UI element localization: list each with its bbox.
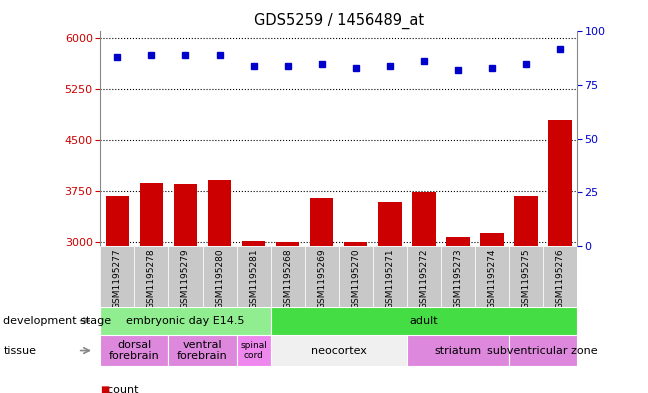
Bar — [207, 180, 231, 246]
Bar — [174, 184, 198, 246]
Text: ventral
forebrain: ventral forebrain — [177, 340, 228, 361]
Text: GSM1195274: GSM1195274 — [487, 249, 496, 309]
Bar — [271, 246, 305, 307]
Text: GSM1195273: GSM1195273 — [453, 249, 462, 309]
Bar — [474, 246, 509, 307]
Bar — [548, 120, 572, 246]
Bar — [237, 335, 271, 366]
Bar — [202, 246, 237, 307]
Bar — [441, 246, 474, 307]
Text: GSM1195279: GSM1195279 — [181, 249, 190, 309]
Bar — [237, 246, 271, 307]
Text: GSM1195268: GSM1195268 — [283, 249, 292, 309]
Bar — [543, 246, 577, 307]
Text: adult: adult — [410, 316, 438, 326]
Text: GSM1195269: GSM1195269 — [317, 249, 326, 309]
Text: GSM1195270: GSM1195270 — [351, 249, 360, 309]
Bar — [139, 183, 163, 246]
Text: GSM1195281: GSM1195281 — [249, 249, 258, 309]
Text: GSM1195271: GSM1195271 — [385, 249, 394, 309]
Bar — [514, 196, 538, 246]
Bar — [509, 246, 543, 307]
Text: GSM1195272: GSM1195272 — [419, 249, 428, 309]
Text: GSM1195277: GSM1195277 — [113, 249, 122, 309]
Text: dorsal
forebrain: dorsal forebrain — [109, 340, 160, 361]
Text: neocortex: neocortex — [310, 345, 367, 356]
Bar — [271, 335, 407, 366]
Text: GSM1195280: GSM1195280 — [215, 249, 224, 309]
Bar — [373, 246, 407, 307]
Bar — [100, 335, 168, 366]
Bar — [446, 237, 470, 246]
Bar — [310, 198, 334, 246]
Text: striatum: striatum — [434, 345, 481, 356]
Text: GSM1195278: GSM1195278 — [147, 249, 156, 309]
Text: embryonic day E14.5: embryonic day E14.5 — [126, 316, 245, 326]
Bar — [168, 335, 237, 366]
Bar — [100, 246, 135, 307]
Bar — [343, 242, 367, 246]
Text: tissue: tissue — [3, 345, 36, 356]
Text: ■: ■ — [100, 385, 110, 393]
Text: count: count — [100, 385, 139, 393]
Bar — [339, 246, 373, 307]
Bar — [480, 233, 503, 246]
Bar — [305, 246, 338, 307]
Bar — [411, 192, 435, 246]
Bar — [168, 246, 202, 307]
Bar — [271, 307, 577, 335]
Bar — [106, 196, 130, 246]
Bar — [100, 307, 271, 335]
Bar — [275, 242, 299, 246]
Text: development stage: development stage — [3, 316, 111, 326]
Bar — [242, 241, 266, 246]
Text: subventricular zone: subventricular zone — [487, 345, 598, 356]
Bar — [407, 335, 509, 366]
Title: GDS5259 / 1456489_at: GDS5259 / 1456489_at — [253, 13, 424, 29]
Text: spinal
cord: spinal cord — [240, 341, 267, 360]
Bar — [135, 246, 168, 307]
Text: GSM1195275: GSM1195275 — [521, 249, 530, 309]
Bar — [378, 202, 402, 246]
Bar — [407, 246, 441, 307]
Bar — [509, 335, 577, 366]
Text: GSM1195276: GSM1195276 — [555, 249, 564, 309]
